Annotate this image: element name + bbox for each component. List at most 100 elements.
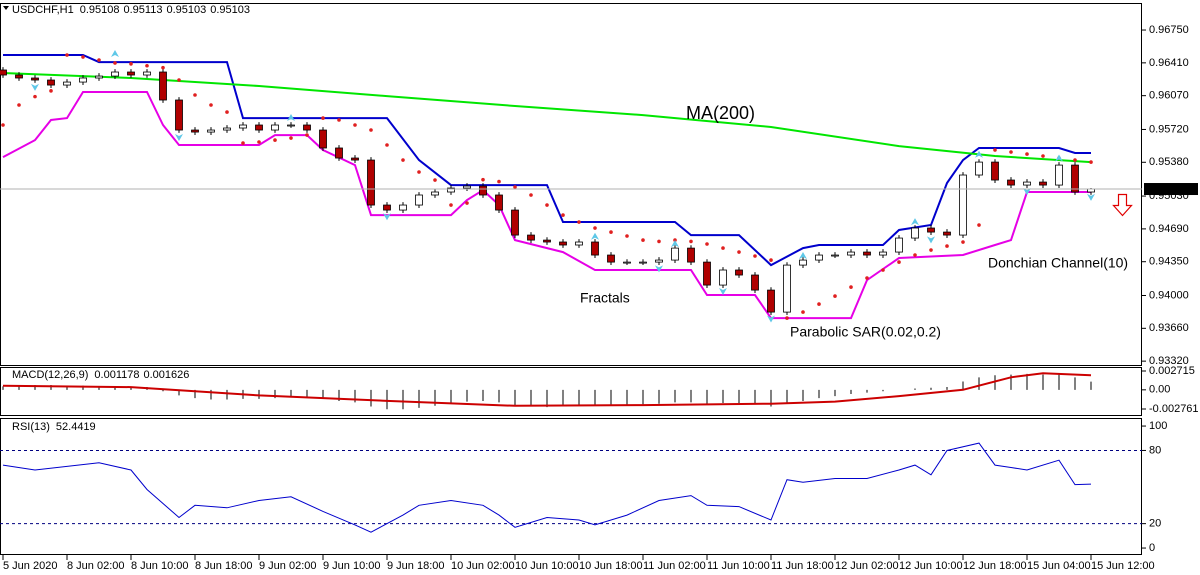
sar-dot [417, 170, 421, 174]
sar-dot [1, 123, 5, 127]
fractal-up [591, 232, 599, 240]
x-tick-label: 15 Jun 04:00 [1027, 560, 1091, 572]
header-value: 0.95103 [166, 4, 206, 16]
fractal-up [671, 240, 679, 248]
candle-body [927, 227, 935, 233]
y-tick-label: 0.94690 [1149, 223, 1189, 235]
candle-body [223, 127, 231, 131]
fractal-down [31, 83, 39, 91]
candle-body [255, 124, 263, 131]
fractal-up [111, 50, 119, 58]
sar-dot [305, 133, 309, 137]
candle-body [479, 185, 487, 196]
header-value: 0.001626 [144, 369, 190, 381]
x-tick-label: 8 Jun 18:00 [195, 560, 253, 572]
candle-body [127, 71, 135, 76]
x-tick-label: 12 Jun 10:00 [899, 560, 963, 572]
candle-body [351, 157, 359, 161]
candle-body [847, 251, 855, 256]
sar-dot [577, 220, 581, 224]
y-tick-label: 0.96070 [1149, 90, 1189, 102]
sar-dot [161, 65, 165, 70]
current-price-box [1144, 183, 1198, 196]
sar-dot [657, 239, 661, 244]
sar-dot [257, 140, 261, 144]
sar-dot [113, 61, 117, 65]
candle-body [959, 174, 967, 236]
sar-dot [33, 94, 37, 99]
sar-dot [689, 239, 693, 244]
sar-dot [481, 177, 485, 182]
y-tick-label: 20 [1149, 518, 1161, 530]
candle-body [767, 289, 775, 313]
y-tick-label: 0.93320 [1149, 355, 1189, 367]
candle-body [31, 77, 39, 81]
candle-body [559, 241, 567, 246]
header-value: 0.001178 [94, 369, 139, 381]
header-value: 0.95108 [80, 4, 120, 16]
candle-body [815, 254, 823, 261]
y-tick-label: 0.93660 [1149, 322, 1189, 334]
sar-dot [977, 223, 981, 227]
sar-dot [1009, 150, 1013, 154]
sar-dot [241, 141, 245, 145]
sar-dot [193, 93, 197, 97]
x-tick-label: 10 Jun 18:00 [579, 560, 643, 572]
symbol-menu-icon[interactable] [3, 6, 9, 10]
sar-dot [801, 310, 805, 314]
candle-body [575, 241, 583, 246]
candle-body [383, 204, 391, 211]
candle-body [335, 147, 343, 159]
sar-dot [225, 110, 229, 114]
y-tick-label: 0.002715 [1149, 365, 1195, 377]
sar-dot [1025, 152, 1029, 156]
sar-dot [1041, 154, 1045, 158]
price-panel-frame [0, 3, 1142, 366]
candle-body [591, 241, 599, 256]
y-tick-label: 0.96750 [1149, 24, 1189, 36]
candle-body [0, 69, 7, 76]
sar-dot [865, 276, 869, 280]
fractal-up [975, 150, 983, 158]
candle-body [191, 129, 199, 133]
candle-body [1007, 179, 1015, 186]
sar-dot [529, 193, 533, 197]
candle-body [495, 194, 503, 211]
rsi-line [2, 442, 1092, 533]
fractal-down [1023, 188, 1031, 196]
candle-body [687, 247, 695, 263]
sar-dot [129, 62, 133, 66]
candle-body [751, 274, 759, 291]
candle-body [799, 259, 807, 266]
sar-dot [17, 103, 21, 107]
candle-body [47, 79, 55, 86]
fractal-up [799, 252, 807, 260]
x-tick-label: 11 Jun 02:00 [643, 560, 706, 572]
fractal-down [927, 236, 935, 244]
y-tick-label: 0.94350 [1149, 256, 1189, 268]
y-tick-label: 0.95380 [1149, 156, 1189, 168]
sar-dot [49, 89, 53, 93]
fractal-down [655, 265, 663, 273]
sar-dot [449, 203, 453, 207]
candle-body [943, 231, 951, 236]
x-tick-label: 12 Jun 02:00 [835, 560, 899, 572]
candle-body [303, 124, 311, 131]
candle-body [207, 129, 215, 133]
candle-body [607, 254, 615, 263]
fractal-up [287, 114, 295, 122]
candle-body [639, 261, 647, 264]
sar-dot [401, 158, 405, 162]
candle-body [1071, 164, 1079, 193]
candle-body [15, 74, 23, 79]
candle-body [287, 124, 295, 127]
sar-dot [705, 242, 709, 246]
ma-label: MA(200) [686, 103, 755, 123]
sar-dot [625, 234, 629, 238]
indicator-title: USDCHF,H1 [12, 4, 74, 16]
y-tick-label: 0.96410 [1149, 57, 1189, 69]
y-tick-label: -0.002761 [1149, 403, 1199, 415]
